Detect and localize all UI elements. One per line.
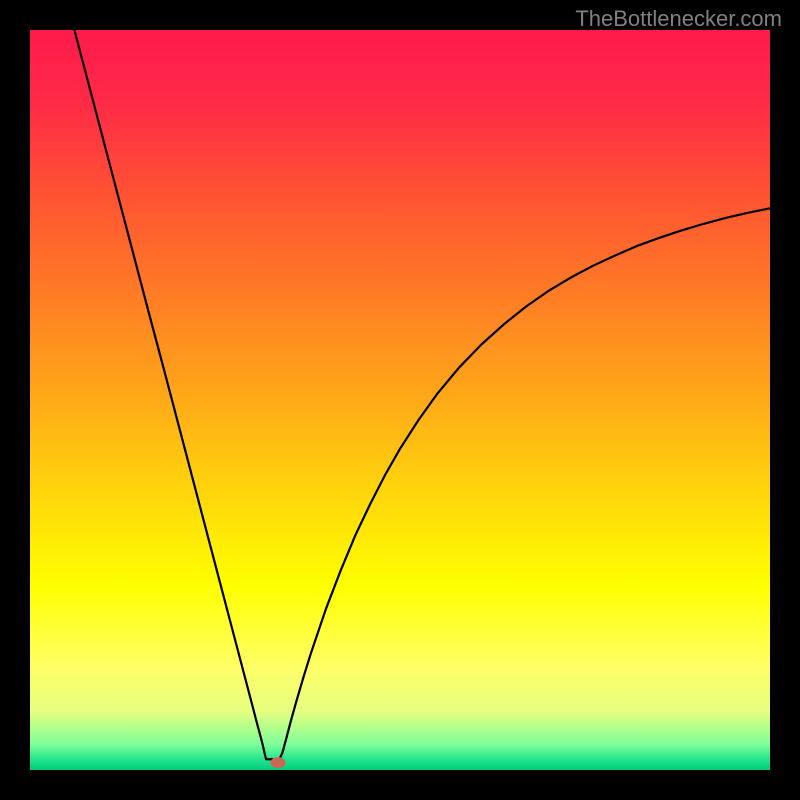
- minimum-marker: [270, 757, 285, 768]
- chart-plot-area: [30, 30, 770, 770]
- gradient-background: [30, 30, 770, 770]
- watermark-text: TheBottlenecker.com: [575, 6, 782, 32]
